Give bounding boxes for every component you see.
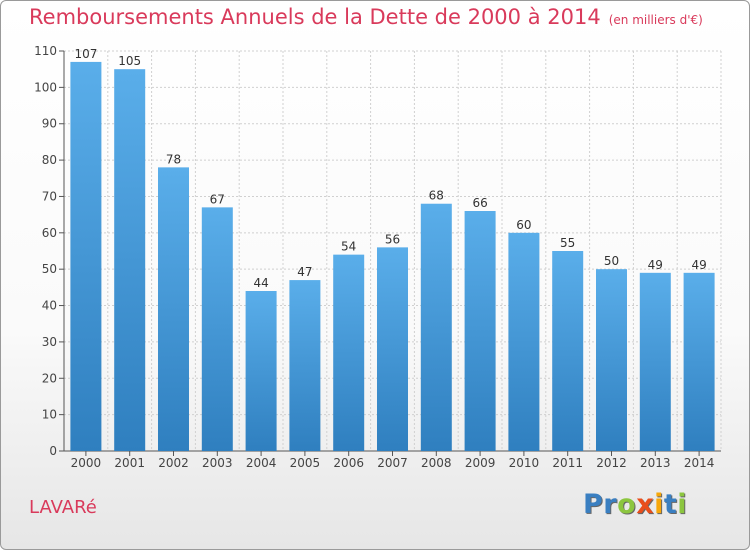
x-tick-label: 2000 [71,456,102,470]
y-tick-label: 70 [42,189,57,203]
bar [596,269,627,451]
tick-labels: 0 10 20 30 40 50 60 70 80 90 100 110 2000 2001 2002 200… [34,44,714,470]
x-tick-label: 2001 [114,456,145,470]
proxiti-logo: Proxiti [583,489,687,520]
x-tick-label: 2004 [246,456,277,470]
data-label: 68 [429,189,444,203]
x-tick-label: 2012 [596,456,627,470]
bar [420,203,452,451]
bar [639,272,671,451]
bar [464,211,496,451]
data-label: 56 [385,232,400,246]
bar [289,280,321,451]
bar [114,69,146,451]
y-tick-label: 0 [49,444,57,458]
data-label: 67 [210,192,225,206]
logo-letter: x [636,489,655,520]
title-text: Remboursements Annuels de la Dette de 20… [29,5,601,29]
x-tick-label: 2013 [640,456,671,470]
y-tick-label: 40 [42,299,57,313]
bar [508,232,540,451]
data-label: 55 [560,236,575,250]
chart-subtitle: (en milliers d'€) [608,13,703,27]
y-tick-label: 90 [42,117,57,131]
bar [683,272,715,451]
data-label: 47 [297,265,312,279]
data-label: 105 [118,54,141,68]
x-tick-label: 2003 [202,456,233,470]
x-tick-label: 2002 [158,456,189,470]
y-tick-label: 110 [34,44,57,58]
data-label: 50 [604,254,619,268]
bar [70,61,102,452]
logo-letter: r [603,489,618,520]
y-tick-label: 50 [42,262,57,276]
data-label: 44 [253,276,268,290]
y-tick-label: 100 [34,80,57,94]
data-label: 107 [74,47,97,61]
x-tick-label: 2008 [421,456,452,470]
logo-letter: i [654,489,664,520]
logo-letter: P [583,489,604,520]
x-tick-label: 2011 [552,456,583,470]
chart-title: Remboursements Annuels de la Dette de 20… [29,5,703,29]
x-tick-label: 2006 [333,456,364,470]
data-label: 60 [516,218,531,232]
x-tick-label: 2007 [377,456,408,470]
data-label: 49 [691,258,706,272]
bar [333,254,365,451]
x-tick-label: 2005 [290,456,321,470]
bar [158,167,189,451]
y-tick-label: 30 [42,335,57,349]
y-tick-label: 20 [42,371,57,385]
data-label: 54 [341,240,356,254]
logo-letter: o [617,489,637,520]
bar [245,291,277,451]
data-labels: 107 105 78 67 44 47 54 56 68 66 60 55 50 49 49 [74,47,706,290]
bars [70,61,715,452]
bar [552,251,584,451]
y-tick-label: 60 [42,226,57,240]
data-label: 66 [472,196,487,210]
logo-letter: t [663,489,678,520]
commune-name: LAVARé [29,497,97,518]
bar [377,247,408,451]
logo-letter: i [677,489,688,520]
y-tick-label: 80 [42,153,57,167]
y-tick-label: 10 [42,408,57,422]
bar [201,207,233,451]
data-label: 78 [166,152,181,166]
x-tick-label: 2010 [509,456,540,470]
x-tick-label: 2009 [465,456,496,470]
data-label: 49 [648,258,663,272]
x-tick-label: 2014 [684,456,715,470]
